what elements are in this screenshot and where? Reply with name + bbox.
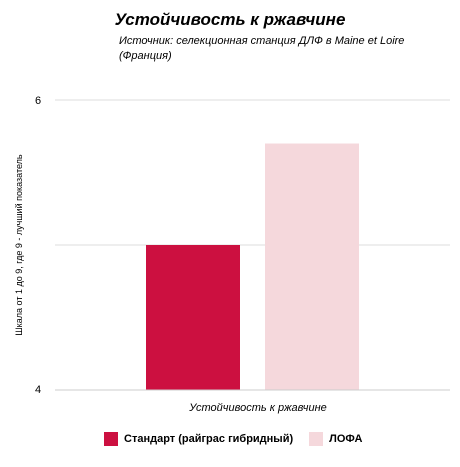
legend: Стандарт (райграс гибридный) ЛОФА — [104, 432, 378, 446]
y-axis-label: Шкала от 1 до 9, где 9 - лучший показате… — [14, 154, 24, 336]
y-tick-label-6: 6 — [35, 95, 41, 107]
legend-swatch-lofa — [309, 432, 324, 446]
gridlines — [55, 99, 450, 246]
legend-label-standard: Стандарт (райграс гибридный) — [124, 433, 294, 445]
bars — [146, 143, 359, 390]
y-tick-label-4: 4 — [35, 384, 41, 396]
legend-item-standard: Стандарт (райграс гибридный) — [104, 432, 293, 446]
legend-label-lofa: ЛОФА — [329, 433, 363, 445]
chart-subtitle: Источник: селекционная станция ДЛФ в Mai… — [119, 35, 405, 62]
bar-lofa — [265, 143, 359, 390]
bar-standard — [146, 245, 240, 390]
chart-title: Устойчивость к ржавчине — [114, 10, 346, 29]
legend-item-lofa: ЛОФА — [309, 432, 362, 446]
legend-swatch-standard — [104, 432, 118, 446]
x-axis-label: Устойчивость к ржавчине — [188, 402, 327, 414]
